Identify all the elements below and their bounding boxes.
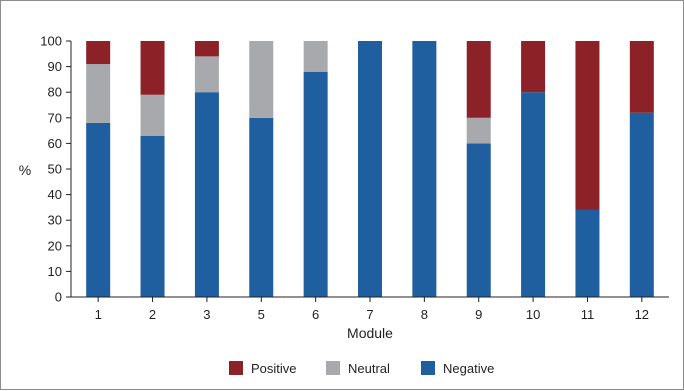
x-tick-label: 8 — [421, 307, 428, 322]
x-tick-label: 5 — [258, 307, 265, 322]
bar-negative-module-11 — [575, 209, 600, 297]
bar-positive-module-2 — [140, 41, 165, 95]
x-tick-label: 10 — [526, 307, 540, 322]
bar-positive-module-11 — [575, 41, 600, 210]
y-tick-label: 80 — [48, 85, 62, 100]
legend: Positive Neutral Negative — [229, 361, 494, 376]
bar-neutral-module-2 — [140, 94, 165, 136]
bar-neutral-module-6 — [303, 41, 328, 72]
y-tick-label: 20 — [48, 238, 62, 253]
bar-positive-module-3 — [194, 41, 219, 57]
x-tick-label: 3 — [203, 307, 210, 322]
bar-negative-module-6 — [303, 71, 328, 297]
x-tick-label: 9 — [475, 307, 482, 322]
bar-positive-module-12 — [629, 41, 654, 113]
y-tick-label: 70 — [48, 110, 62, 125]
bar-neutral-module-3 — [194, 56, 219, 93]
bar-negative-module-12 — [629, 112, 654, 298]
bar-negative-module-8 — [412, 41, 437, 297]
bar-neutral-module-5 — [249, 41, 274, 118]
legend-label-positive: Positive — [251, 361, 297, 376]
bar-negative-module-7 — [358, 41, 382, 297]
x-tick-label: 1 — [95, 307, 102, 322]
y-tick-label: 40 — [48, 187, 62, 202]
y-tick-label: 60 — [48, 136, 62, 151]
y-tick-label: 50 — [48, 162, 62, 177]
y-tick-label: 90 — [48, 59, 62, 74]
y-tick-label: 10 — [48, 264, 62, 279]
x-tick-label: 6 — [312, 307, 319, 322]
x-axis-label: Module — [347, 325, 393, 341]
bar-negative-module-10 — [521, 92, 546, 297]
legend-swatch-neutral — [326, 361, 340, 375]
bar-negative-module-3 — [194, 92, 219, 297]
legend-label-negative: Negative — [443, 361, 494, 376]
legend-label-neutral: Neutral — [348, 361, 390, 376]
bar-neutral-module-1 — [86, 64, 111, 123]
legend-swatch-negative — [421, 361, 435, 375]
bars-group — [86, 41, 654, 298]
x-tick-label: 7 — [366, 307, 373, 322]
y-tick-label: 0 — [55, 290, 62, 305]
x-tick-label: 12 — [635, 307, 649, 322]
bar-negative-module-9 — [466, 143, 491, 297]
x-tick-label: 11 — [581, 307, 595, 322]
bar-positive-module-9 — [466, 41, 491, 118]
bar-positive-module-1 — [86, 41, 111, 65]
bar-negative-module-2 — [140, 135, 165, 297]
x-tick-label: 2 — [149, 307, 156, 322]
y-axis-label: % — [19, 162, 31, 178]
bar-negative-module-5 — [249, 117, 274, 297]
bar-positive-module-10 — [521, 41, 546, 93]
bar-neutral-module-9 — [466, 117, 491, 144]
bar-negative-module-1 — [86, 122, 111, 297]
y-tick-label: 100 — [40, 34, 62, 49]
legend-swatch-positive — [229, 361, 243, 375]
y-tick-label: 30 — [48, 213, 62, 228]
